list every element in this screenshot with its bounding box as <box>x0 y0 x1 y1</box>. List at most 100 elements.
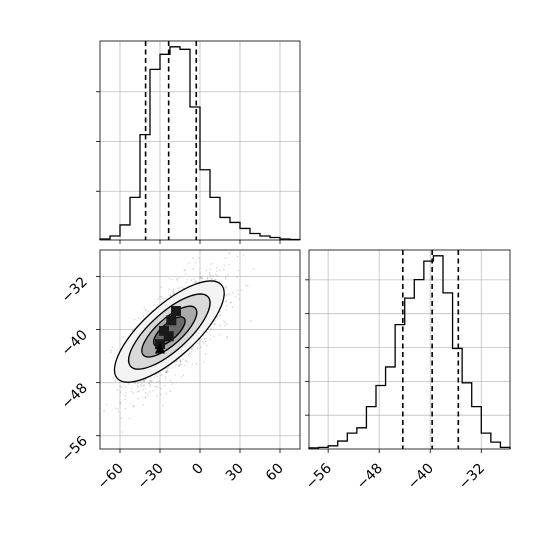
scatter-point <box>110 349 113 352</box>
scatter-point <box>137 382 139 384</box>
scatter-point <box>240 289 243 291</box>
histogram-y-panel: −56 −48 −40 −32 <box>303 249 511 493</box>
histogram-x-steps <box>99 46 301 241</box>
scatter-point <box>138 390 141 392</box>
scatter-point <box>213 323 216 325</box>
scatter-point <box>172 293 175 295</box>
scatter-point <box>213 335 216 338</box>
scatter-point <box>179 360 182 363</box>
scatter-point <box>229 301 232 304</box>
scatter-point <box>136 390 139 393</box>
scatter-point <box>148 382 150 384</box>
scatter-point <box>237 255 239 258</box>
scatter-point <box>190 348 193 350</box>
scatter-point <box>208 271 211 274</box>
scatter-point <box>185 281 188 284</box>
scatter-point <box>146 394 149 396</box>
scatter-point <box>149 376 152 379</box>
scatter-point <box>169 390 172 393</box>
scatter-point <box>172 291 174 293</box>
scatter-point <box>167 366 170 369</box>
scatter-point <box>149 385 151 388</box>
scatter-point <box>125 391 128 394</box>
scatter-point <box>197 346 199 349</box>
scatter-point <box>166 370 169 372</box>
scatter-point <box>132 405 135 407</box>
scatter-point <box>196 348 199 350</box>
scatter-point <box>218 333 221 336</box>
scatter-point <box>245 284 248 287</box>
scatter-point <box>205 269 208 272</box>
scatter-point <box>152 389 155 392</box>
scatter-point <box>222 268 225 271</box>
scatter-point <box>164 378 167 381</box>
scatter-point <box>195 362 197 365</box>
scatter-frame <box>99 249 301 450</box>
scatter-point <box>120 417 122 420</box>
scatter-point <box>157 380 160 382</box>
scatter-point <box>171 278 174 281</box>
scatter-point <box>179 360 182 363</box>
scatter-point <box>111 346 114 348</box>
scatter-point <box>176 360 178 362</box>
scatter-point <box>155 381 158 383</box>
scatter-point <box>247 285 249 287</box>
scatter-point <box>227 293 230 295</box>
scatter-point <box>116 389 119 392</box>
scatter-point <box>137 397 139 400</box>
scatter-point <box>130 390 133 393</box>
scatter-point <box>192 257 194 260</box>
scatter-point <box>210 277 212 280</box>
scatter-point <box>174 373 177 376</box>
scatter-point <box>172 289 175 292</box>
scatter-point <box>183 364 186 367</box>
scatter-point <box>159 296 161 298</box>
scatter-point <box>143 379 146 382</box>
scatter-point <box>202 342 205 345</box>
scatter-point <box>236 289 239 292</box>
scatter-point <box>163 384 166 387</box>
scatter-point <box>142 404 145 406</box>
scatter-point <box>143 306 146 309</box>
scatter-point <box>212 274 215 277</box>
scatter-point <box>181 285 184 288</box>
scatter-point <box>150 380 153 383</box>
scatter-point <box>154 385 156 388</box>
scatter-point <box>117 411 120 413</box>
scatter-point <box>142 315 145 317</box>
density-block-4 <box>171 306 181 317</box>
scatter-point <box>187 361 189 363</box>
scatter-point <box>199 277 202 279</box>
scatter-point <box>190 279 193 281</box>
scatter-point <box>215 267 218 269</box>
scatter-point <box>203 361 206 363</box>
scatter-point <box>209 274 212 277</box>
scatter-point <box>178 287 181 289</box>
scatter-point <box>168 288 171 290</box>
scatter-point <box>184 269 187 272</box>
scatter-point <box>164 376 167 378</box>
scatter-point <box>165 371 168 374</box>
scatter-point <box>124 395 127 397</box>
scatter-point <box>150 379 153 382</box>
scatter-point <box>228 252 231 255</box>
scatter-point <box>225 309 228 311</box>
xtick-label-2d-2: 0 <box>189 461 207 479</box>
scatter-point <box>166 367 169 370</box>
scatter-point <box>225 286 228 289</box>
scatter-point <box>132 392 135 394</box>
histogram-x-frame <box>99 40 301 241</box>
scatter-point <box>180 376 183 379</box>
scatter-point <box>179 359 182 362</box>
scatter-point <box>145 312 148 315</box>
scatter-point <box>142 384 145 387</box>
scatter-point <box>165 297 168 300</box>
scatter-point <box>226 336 228 339</box>
scatter-point <box>172 288 175 291</box>
scatter-point <box>139 383 142 386</box>
scatter-point <box>185 360 188 363</box>
scatter-point <box>229 293 232 296</box>
scatter-point <box>219 280 222 283</box>
scatter-point <box>200 338 203 341</box>
